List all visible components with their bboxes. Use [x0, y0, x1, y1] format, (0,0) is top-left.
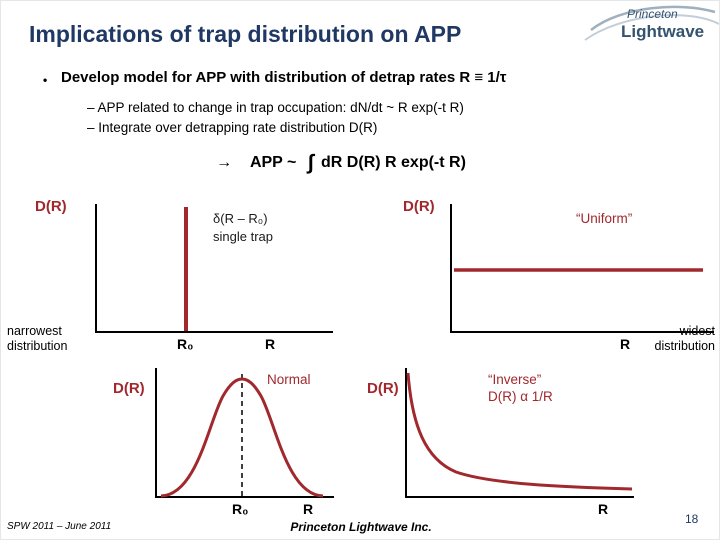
logo-swoosh-top: [590, 5, 716, 31]
formula-post: dR D(R) R exp(-t R): [321, 154, 466, 171]
footer-conference: SPW 2011 – June 2011: [7, 521, 112, 532]
slide-title: Implications of trap distribution on APP: [29, 21, 462, 47]
inverse-xlabel: R: [598, 501, 609, 517]
logo-swoosh-bottom: [584, 14, 719, 41]
formula-arrow-icon: →: [216, 154, 233, 171]
formula-pre: APP ~: [249, 154, 297, 171]
sub-bullet-2: – Integrate over detrapping rate distrib…: [87, 120, 378, 135]
normal-ylabel: D(R): [113, 380, 145, 397]
normal-xlabel: R: [303, 501, 314, 517]
normal-curve: [160, 377, 324, 498]
uniform-ylabel: D(R): [403, 198, 435, 215]
normal-title: Normal: [267, 372, 311, 387]
inverse-plot-axes: [405, 368, 634, 498]
uniform-title: “Uniform”: [576, 211, 633, 226]
bullet-text: Develop model for APP with distribution …: [61, 69, 507, 86]
footer-company: Princeton Lightwave Inc.: [290, 520, 432, 534]
normal-plot-axes: [155, 368, 334, 498]
delta-plot-axes: [95, 204, 333, 333]
inverse-ylabel: D(R): [367, 380, 399, 397]
inverse-title: “Inverse” D(R) α 1/R: [488, 372, 553, 404]
delta-annotation: δ(R – R₀) single trap: [213, 211, 273, 244]
app-formula: → APP ~ ∫ dR D(R) R exp(-t R): [1, 151, 681, 175]
page-number: 18: [685, 512, 699, 526]
company-logo: Princeton Lightwave: [584, 5, 719, 41]
uniform-xlabel: R: [620, 336, 631, 352]
sub-bullet-1: – APP related to change in trap occupati…: [87, 100, 464, 115]
logo-text-lightwave: Lightwave: [621, 22, 704, 41]
delta-xlabel: R: [265, 336, 276, 352]
uniform-plot-axes: [450, 204, 714, 333]
delta-x-tick: R₀: [177, 336, 194, 352]
narrowest-note: narrowest distribution: [7, 324, 68, 353]
delta-ylabel: D(R): [35, 198, 67, 215]
logo-text-princeton: Princeton: [627, 7, 678, 21]
inverse-curve: [406, 372, 633, 491]
normal-x-tick: R₀: [232, 501, 249, 517]
bullet-marker: •: [43, 73, 48, 87]
formula-integral-sign: ∫: [307, 151, 314, 174]
widest-note: widest distribution: [654, 324, 715, 353]
